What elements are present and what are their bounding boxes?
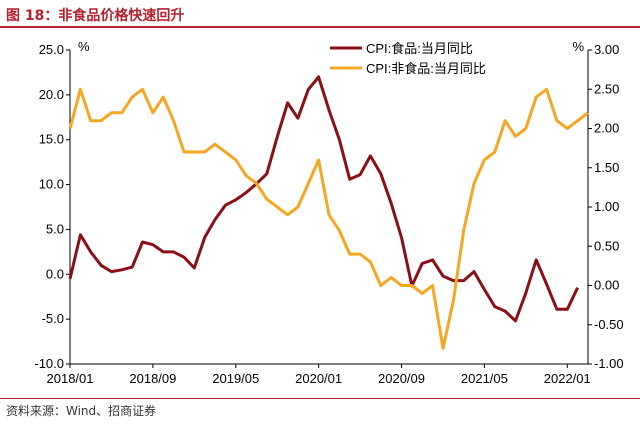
series-lines xyxy=(68,75,589,350)
source-note: 资料来源：Wind、招商证券 xyxy=(6,404,157,418)
left-tick-label: 5.0 xyxy=(46,221,64,236)
right-tick-label: -0.50 xyxy=(594,317,624,332)
right-tick-label: -1.00 xyxy=(594,356,624,371)
left-axis: 25.0 20.0 15.0 10.0 5.0 0.0 -5.0 -10.0% xyxy=(34,39,90,371)
figure-title: 图 18：非食品价格快速回升 xyxy=(6,8,185,24)
legend-label-2: CPI:非食品:当月同比 xyxy=(366,61,486,76)
series-line-2 xyxy=(68,87,589,350)
x-tick-label: 2020/09 xyxy=(378,371,425,386)
x-tick-label: 2018/01 xyxy=(47,371,94,386)
left-tick-label: 25.0 xyxy=(39,42,64,57)
x-tick-label: 2019/05 xyxy=(212,371,259,386)
source-rule xyxy=(0,398,640,399)
x-tick-label: 2018/09 xyxy=(129,371,176,386)
right-tick-label: 2.00 xyxy=(594,121,619,136)
x-tick-label: 2020/01 xyxy=(295,371,342,386)
left-tick-label: 20.0 xyxy=(39,87,64,102)
right-tick-label: 2.50 xyxy=(594,81,619,96)
series-line-1 xyxy=(68,75,579,323)
x-axis: 2018/01 2018/09 2019/05 2020/01 2020/09 2021/… xyxy=(47,364,591,386)
right-tick-label: 3.00 xyxy=(594,42,619,57)
left-tick-label: 0.0 xyxy=(46,266,64,281)
right-tick-label: 0.00 xyxy=(594,278,619,293)
right-tick-label: 1.50 xyxy=(594,160,619,175)
right-axis-unit: % xyxy=(572,39,584,54)
left-tick-label: 15.0 xyxy=(39,132,64,147)
left-axis-unit: % xyxy=(78,39,90,54)
right-axis: 3.00 2.50 2.00 1.50 1.00 0.50 0.00 -0.50 -1.00% xyxy=(572,39,623,371)
left-tick-label: -5.0 xyxy=(42,311,64,326)
x-tick-label: 2021/05 xyxy=(461,371,508,386)
left-tick-label: -10.0 xyxy=(34,356,64,371)
legend-label-1: CPI:食品:当月同比 xyxy=(366,41,473,56)
legend: CPI:食品:当月同比 CPI:非食品:当月同比 xyxy=(330,41,486,76)
right-tick-label: 0.50 xyxy=(594,238,619,253)
left-tick-label: 10.0 xyxy=(39,177,64,192)
title-rule xyxy=(0,26,640,28)
right-tick-label: 1.00 xyxy=(594,199,619,214)
x-tick-label: 2022/01 xyxy=(544,371,591,386)
